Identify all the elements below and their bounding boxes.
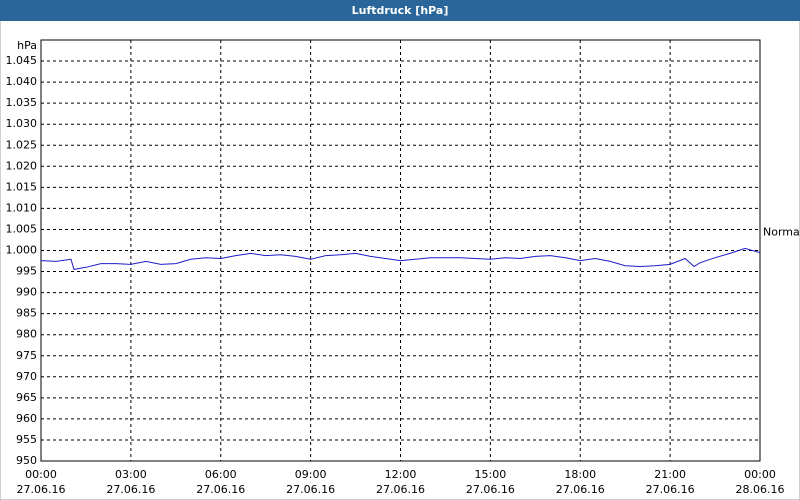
- y-axis-label: hPa: [17, 39, 37, 52]
- y-tick-label: 995: [16, 265, 37, 278]
- y-tick-label: 975: [16, 349, 37, 362]
- x-tick-date: 27.06.16: [646, 483, 695, 496]
- y-tick-label: 1.010: [6, 201, 38, 214]
- y-tick-label: 970: [16, 370, 37, 383]
- x-tick-label: 06:00: [205, 468, 237, 481]
- x-tick-label: 21:00: [654, 468, 686, 481]
- x-tick-date: 27.06.16: [466, 483, 515, 496]
- x-tick-label: 18:00: [564, 468, 596, 481]
- y-tick-label: 955: [16, 433, 37, 446]
- y-tick-label: 1.040: [6, 75, 38, 88]
- x-tick-date: 27.06.16: [556, 483, 605, 496]
- y-tick-label: 1.030: [6, 117, 38, 130]
- y-tick-label: 985: [16, 307, 37, 320]
- y-tick-label: 1.015: [6, 180, 38, 193]
- y-tick-label: 1.035: [6, 96, 38, 109]
- y-tick-label: 950: [16, 454, 37, 467]
- title-bar: [0, 0, 800, 21]
- x-tick-date: 28.06.16: [736, 483, 785, 496]
- x-tick-date: 27.06.16: [376, 483, 425, 496]
- x-tick-label: 03:00: [115, 468, 147, 481]
- x-tick-label: 00:00: [25, 468, 57, 481]
- chart-title: Luftdruck [hPa]: [352, 4, 449, 17]
- y-tick-label: 965: [16, 391, 37, 404]
- x-tick-date: 27.06.16: [17, 483, 66, 496]
- y-tick-label: 1.045: [6, 54, 38, 67]
- y-tick-label: 990: [16, 286, 37, 299]
- x-tick-label: 15:00: [475, 468, 507, 481]
- y-tick-label: 980: [16, 328, 37, 341]
- x-tick-date: 27.06.16: [286, 483, 335, 496]
- x-tick-label: 09:00: [295, 468, 327, 481]
- data-line: [40, 247, 761, 270]
- x-tick-label: 12:00: [385, 468, 417, 481]
- x-tick-date: 27.06.16: [196, 483, 245, 496]
- series-label: Normal: [763, 226, 800, 239]
- y-tick-label: 960: [16, 412, 37, 425]
- x-tick-date: 27.06.16: [106, 483, 155, 496]
- y-tick-label: 1.000: [6, 244, 38, 257]
- y-tick-label: 1.005: [6, 222, 38, 235]
- y-tick-label: 1.020: [6, 159, 38, 172]
- y-tick-label: 1.025: [6, 138, 38, 151]
- x-tick-label: 00:00: [744, 468, 776, 481]
